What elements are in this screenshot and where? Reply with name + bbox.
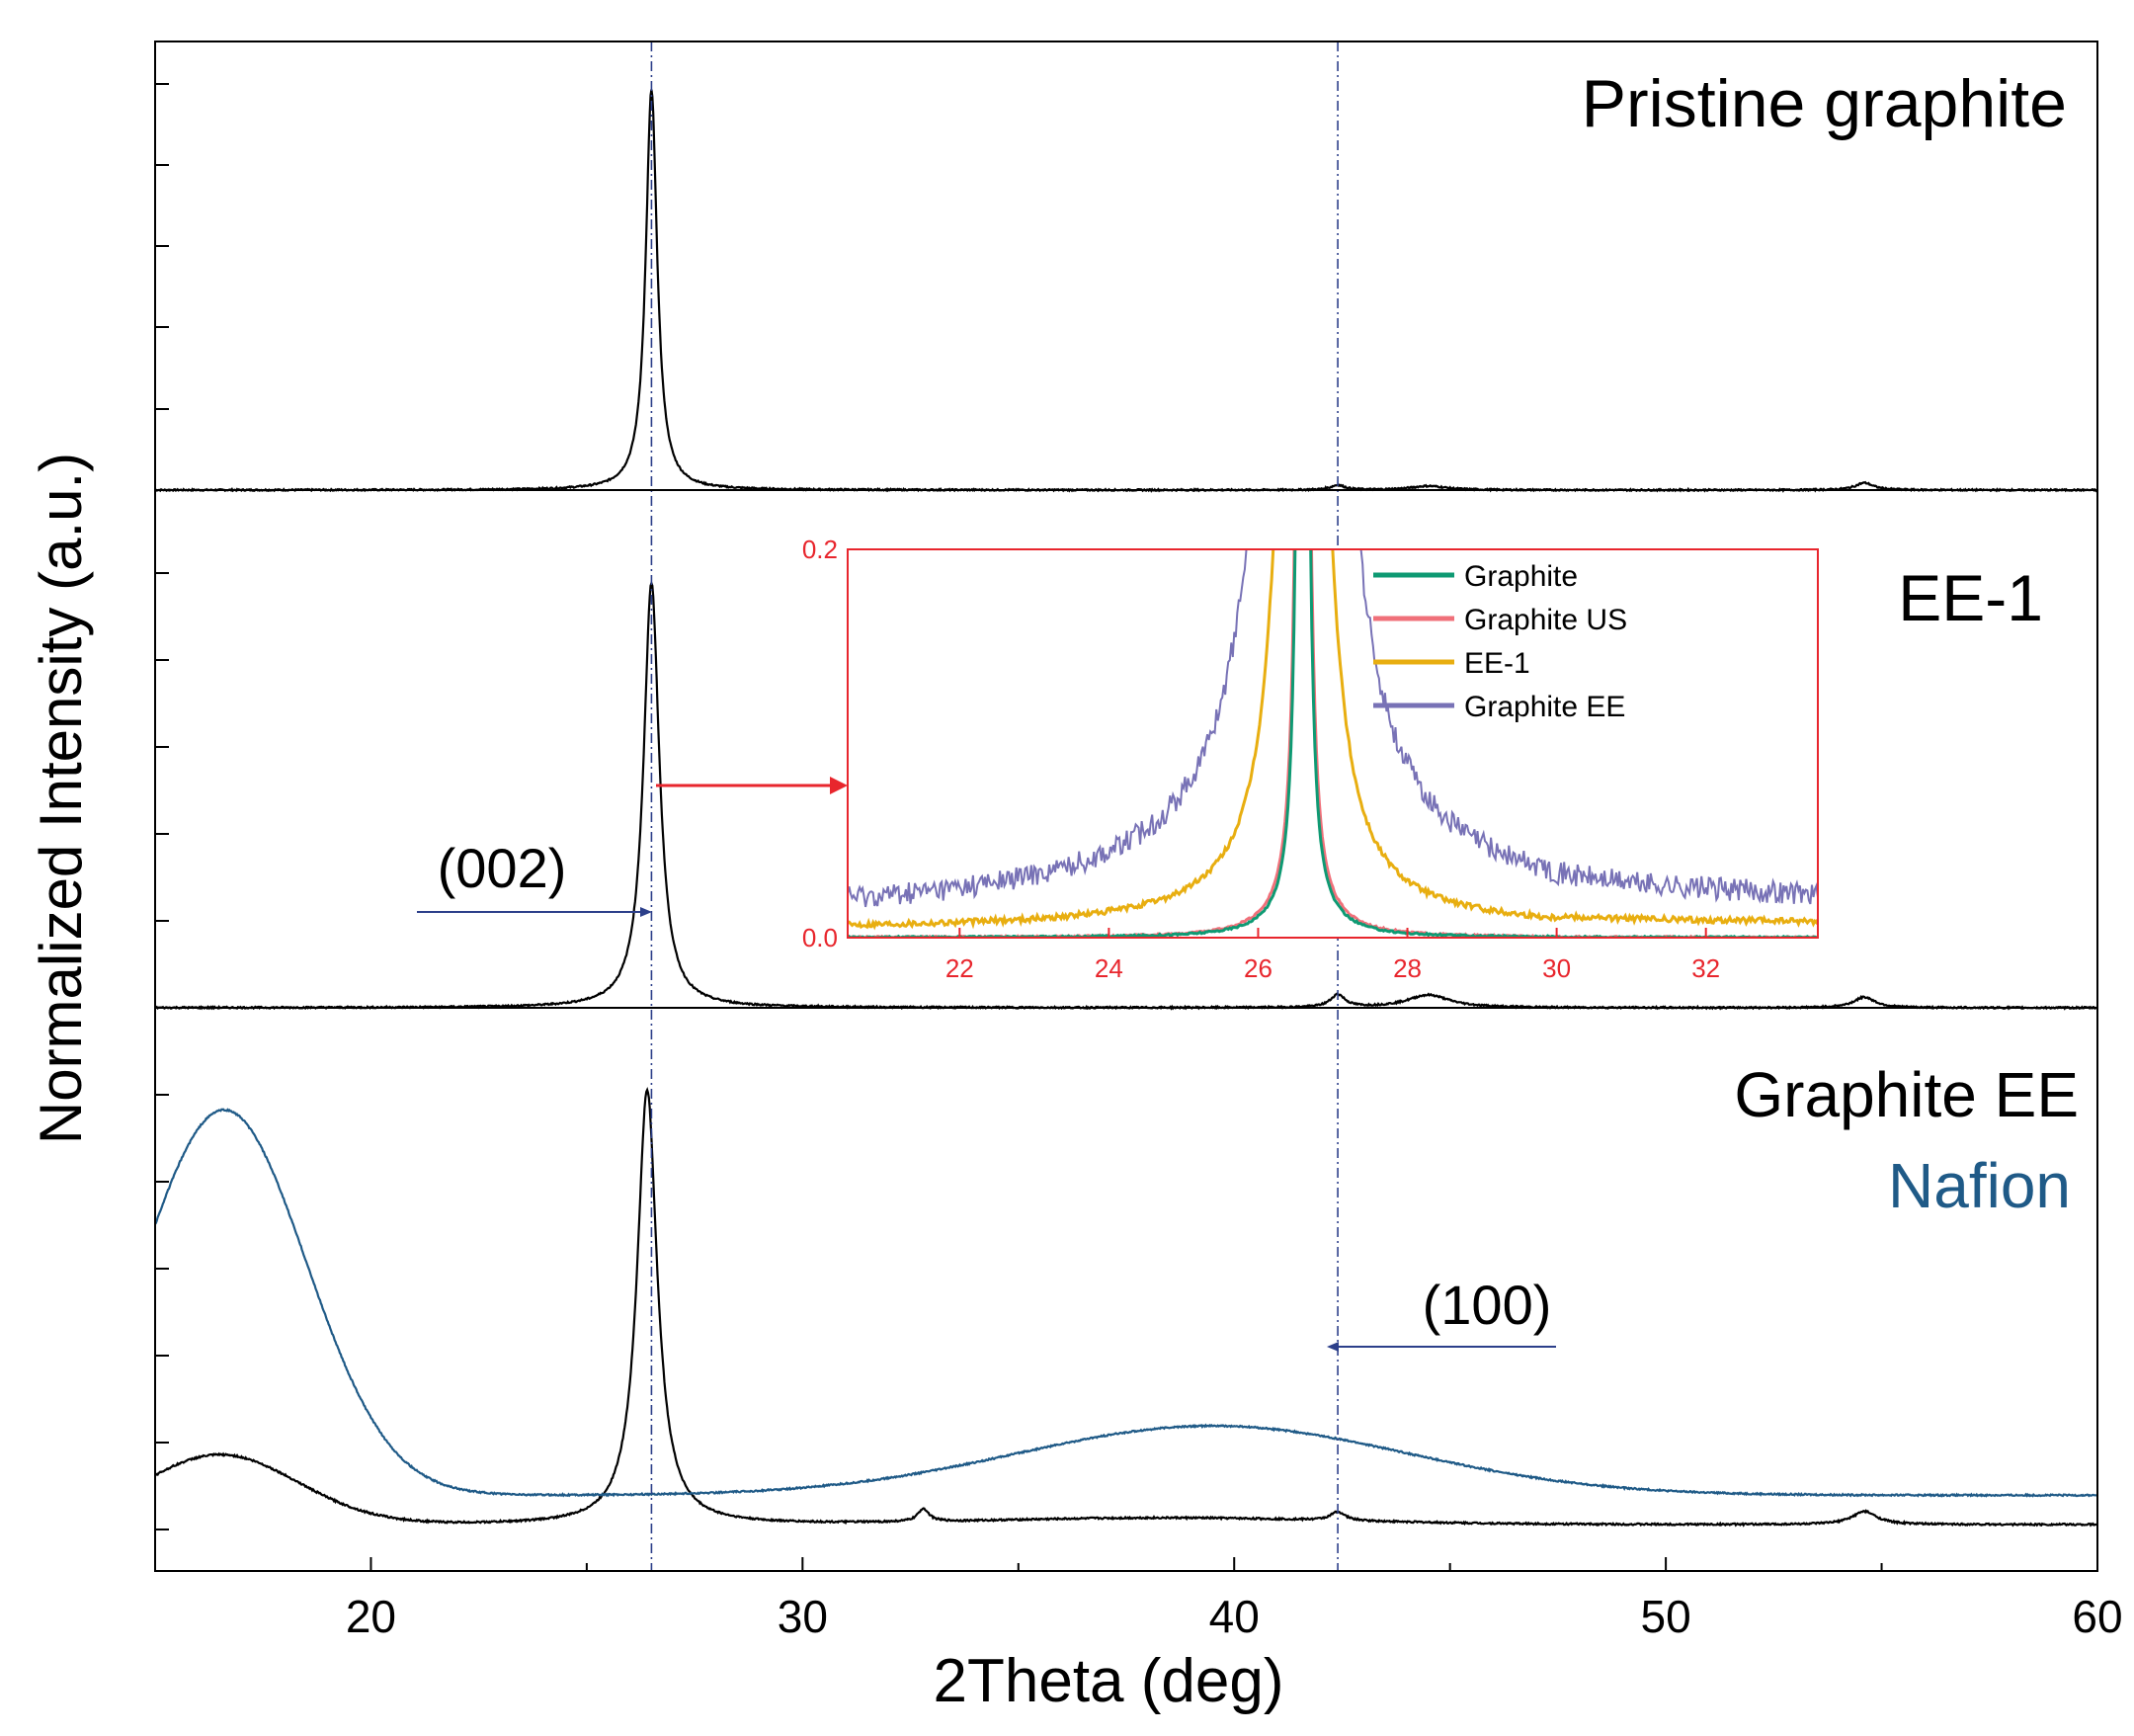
inset-x-tick-label: 22 — [945, 953, 974, 983]
series-nafion — [154, 1108, 2097, 1498]
y-axis-label: Normalized Intensity (a.u.) — [28, 453, 94, 1144]
inset-axis-ticks: 22 24 26 28 30 32 0.0 0.2 — [802, 535, 1720, 983]
x-tick-label: 60 — [2072, 1591, 2122, 1642]
inset-x-tick-label: 32 — [1691, 953, 1720, 983]
inset-background — [848, 549, 1818, 938]
inset-legend-label: Graphite — [1464, 560, 1578, 593]
annotation-002: (002) — [417, 837, 652, 917]
inset-legend: Graphite Graphite US EE-1 Graphite EE — [1373, 560, 1627, 723]
annotation-100-text: (100) — [1423, 1274, 1552, 1336]
inset-series-ee-1 — [848, 549, 1818, 931]
x-tick-label: 30 — [778, 1591, 828, 1642]
annotation-100: (100) — [1327, 1274, 1556, 1352]
x-axis-label: 2Theta (deg) — [934, 1647, 1284, 1715]
legend-label-nafion: Nafion — [1888, 1150, 2071, 1221]
inset-pointer-arrow — [656, 777, 848, 794]
inset-y-tick-label: 0.0 — [802, 923, 838, 952]
panel-label-graphite-ee: Graphite EE — [1734, 1059, 2079, 1130]
inset-x-tick-label: 24 — [1095, 953, 1123, 983]
inset-legend-label: EE-1 — [1464, 647, 1530, 680]
inset-x-tick-label: 30 — [1542, 953, 1571, 983]
inset-legend-label: Graphite EE — [1464, 691, 1625, 723]
annotation-100-arrowhead — [1327, 1342, 1339, 1352]
x-tick-label: 20 — [346, 1591, 396, 1642]
inset-x-tick-label: 26 — [1244, 953, 1272, 983]
inset-x-tick-label: 28 — [1393, 953, 1422, 983]
plot-frame — [154, 41, 2098, 1572]
panel-label-pristine: Pristine graphite — [1582, 66, 2067, 141]
annotation-002-arrowhead — [640, 907, 652, 917]
annotation-002-text: (002) — [438, 837, 567, 899]
inset-legend-label: Graphite US — [1464, 604, 1627, 636]
x-tick-label: 50 — [1641, 1591, 1691, 1642]
inset-y-tick-label: 0.2 — [802, 535, 838, 564]
inset-pointer-arrowhead — [830, 777, 848, 794]
inset-chart: 22 24 26 28 30 32 0.0 0.2 Graphite Graphite US EE… — [802, 535, 1819, 983]
inset-series-graphite-ee — [848, 549, 1818, 908]
panel-label-ee1: EE-1 — [1898, 561, 2043, 634]
axis-ticks: 20 30 40 50 60 — [154, 83, 2123, 1642]
x-tick-label: 40 — [1209, 1591, 1260, 1642]
series-graphite-ee — [154, 1086, 2097, 1528]
inset-frame — [847, 548, 1819, 939]
panel-separators — [155, 489, 2097, 1009]
